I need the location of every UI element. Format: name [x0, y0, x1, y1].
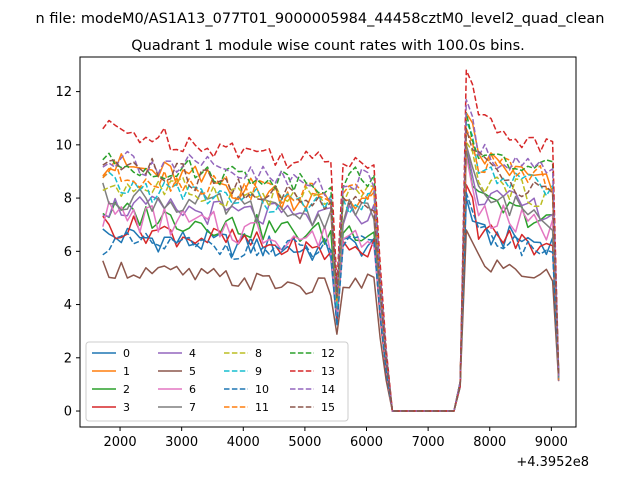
legend-label-0: 0 [123, 347, 130, 360]
x-axis: 2000 3000 4000 5000 6000 7000 8000 9000 [104, 427, 568, 450]
x-tick-label: 3000 [165, 435, 198, 450]
legend-label-13: 13 [321, 365, 335, 378]
legend-label-6: 6 [189, 383, 196, 396]
legend-box [85, 341, 349, 422]
y-tick-label: 10 [55, 138, 72, 153]
y-tick-label: 4 [64, 298, 72, 313]
x-axis-offset-label: +4.3952e8 [516, 455, 589, 470]
legend-label-5: 5 [189, 365, 196, 378]
series-line-15 [102, 128, 560, 412]
figure-suptitle: n file: modeM0/AS1A13_077T01_9000005984_… [36, 11, 605, 27]
legend-label-7: 7 [189, 401, 196, 414]
legend-label-3: 3 [123, 401, 130, 414]
series-line-12 [102, 112, 560, 412]
legend-label-12: 12 [321, 347, 335, 360]
series-line-2 [102, 149, 560, 412]
series-line-11 [102, 128, 560, 412]
x-tick-label: 5000 [288, 435, 321, 450]
legend-label-9: 9 [255, 365, 262, 378]
legend-label-11: 11 [255, 401, 269, 414]
y-tick-label: 0 [64, 405, 72, 420]
legend-label-15: 15 [321, 401, 335, 414]
legend-label-1: 1 [123, 365, 130, 378]
legend-label-2: 2 [123, 383, 130, 396]
series-line-13 [102, 69, 560, 412]
x-tick-label: 8000 [473, 435, 506, 450]
x-tick-label: 6000 [350, 435, 383, 450]
y-tick-label: 2 [64, 351, 72, 366]
x-tick-label: 4000 [227, 435, 260, 450]
x-tick-label: 7000 [412, 435, 445, 450]
legend-label-4: 4 [189, 347, 196, 360]
series-line-14 [102, 98, 560, 412]
series-line-6 [102, 154, 560, 412]
y-tick-label: 8 [64, 192, 72, 207]
x-tick-label: 9000 [535, 435, 568, 450]
legend-label-10: 10 [255, 383, 269, 396]
series-layer [102, 69, 560, 412]
chart-title: Quadrant 1 module wise count rates with … [131, 38, 525, 54]
series-line-5 [102, 229, 560, 412]
series-line-10 [102, 192, 560, 412]
y-tick-label: 12 [55, 85, 72, 100]
y-tick-label: 6 [64, 245, 72, 260]
axes-frame [79, 56, 577, 428]
y-axis: 0 2 4 6 8 10 12 [55, 85, 80, 420]
legend-label-14: 14 [321, 383, 335, 396]
x-tick-label: 2000 [104, 435, 137, 450]
legend-label-8: 8 [255, 347, 262, 360]
